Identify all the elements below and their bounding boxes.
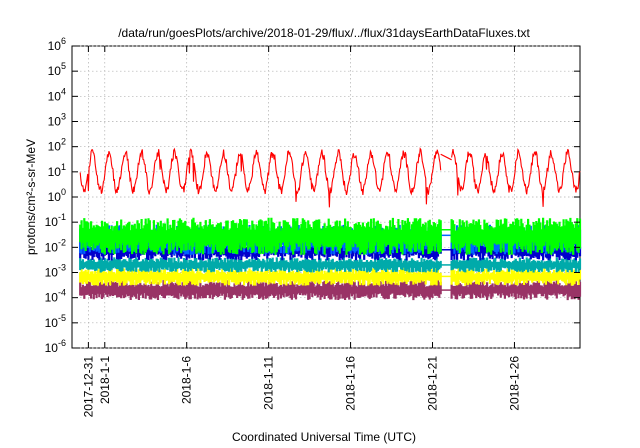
- flux-series-band-segment: [450, 257, 582, 273]
- gap-connector: [440, 153, 452, 161]
- flux-series-band: [79, 257, 582, 273]
- x-tick-label: 2017-12-31: [81, 356, 95, 418]
- x-tick-label: 2018-1-16: [344, 356, 358, 411]
- flux-series-band: [79, 268, 582, 286]
- x-tick-label: 2018-1-6: [180, 356, 194, 404]
- flux-series-line-segment: [79, 147, 442, 208]
- y-axis: 106 105 104 103 102 101 100 10-1 10-2 10-3 10-4 10-…: [45, 36, 580, 355]
- y-tick-label: 10-5: [45, 313, 66, 330]
- y-tick-label: 106: [48, 36, 66, 53]
- y-tick-label: 100: [48, 187, 66, 204]
- grid: [72, 45, 580, 349]
- x-tick-label: 2018-1-1: [98, 356, 112, 404]
- flux-series-band: [79, 280, 582, 301]
- plot-area: [71, 45, 582, 349]
- x-tick-label: 2018-1-26: [507, 356, 521, 411]
- flux-series-band-segment: [450, 217, 582, 255]
- y-tick-label: 10-4: [45, 288, 66, 305]
- x-axis: 2017-12-31 2018-1-1 2018-1-6 2018-1-11 2018-…: [81, 46, 521, 417]
- y-tick-label: 10-3: [45, 263, 66, 280]
- flux-series-band-segment: [79, 257, 442, 273]
- x-axis-label: Coordinated Universal Time (UTC): [232, 430, 416, 444]
- y-tick-label: 10-2: [45, 237, 66, 254]
- y-tick-label: 101: [48, 162, 66, 179]
- flux-series-band-segment: [450, 280, 582, 301]
- flux-series-band: [79, 217, 582, 255]
- y-tick-label: 103: [48, 112, 66, 129]
- y-axis-label: protons/cm²-s-sr-MeV: [24, 139, 38, 255]
- y-tick-label: 105: [48, 61, 66, 78]
- flux-series-line-segment: [451, 147, 581, 207]
- y-tick-label: 10-6: [45, 338, 66, 355]
- flux-series-line: [79, 147, 581, 208]
- flux-series-band-segment: [79, 268, 442, 286]
- y-tick-label: 10-1: [45, 212, 66, 229]
- flux-series-band-segment: [79, 280, 442, 301]
- x-tick-label: 2018-1-11: [262, 356, 276, 410]
- flux-series-band-segment: [79, 217, 442, 255]
- y-tick-label: 102: [48, 137, 66, 154]
- series-layer: [79, 147, 582, 301]
- chart-title: /data/run/goesPlots/archive/2018-01-29/f…: [118, 26, 530, 40]
- y-tick-label: 104: [48, 86, 66, 103]
- x-tick-label: 2018-1-21: [426, 356, 440, 411]
